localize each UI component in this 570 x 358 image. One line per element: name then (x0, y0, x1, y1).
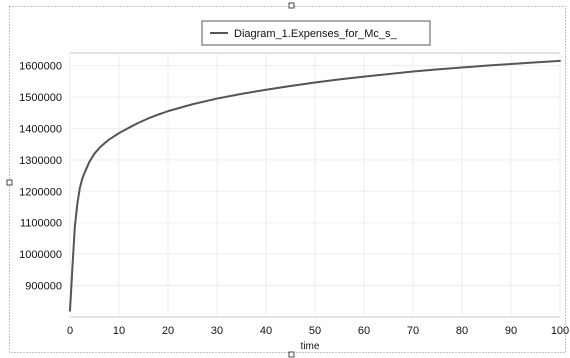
series-layer (69, 59, 561, 312)
legend-box (201, 20, 431, 46)
y-axis-ticks: 900000 1000000 1100000 1200000 1300000 140000… (19, 61, 62, 293)
y-tick-label: 1500000 (19, 92, 62, 104)
grid-lines (69, 53, 561, 317)
y-tick-label: 1200000 (19, 186, 62, 198)
y-tick-label: 900000 (25, 281, 62, 293)
legend[interactable]: Diagram_1.Expenses_for_Mc_s_ (201, 20, 431, 46)
x-tick-label: 60 (358, 325, 370, 337)
x-tick-label: 10 (113, 325, 125, 337)
x-tick-label: 20 (162, 325, 174, 337)
x-tick-label: 90 (505, 325, 517, 337)
x-axis-ticks: 0 10 20 30 40 50 60 70 80 90 100 (67, 325, 569, 337)
x-tick-label: 70 (407, 325, 419, 337)
x-tick-label: 50 (309, 325, 321, 337)
x-tick-label: 40 (260, 325, 272, 337)
legend-label: Diagram_1.Expenses_for_Mc_s_ (234, 28, 398, 40)
x-axis-title: time (301, 341, 320, 352)
x-tick-label: 100 (551, 325, 569, 337)
y-tick-label: 1100000 (20, 218, 62, 230)
x-tick-label: 30 (211, 325, 223, 337)
resize-handle-top[interactable] (288, 2, 295, 9)
series-line-0 (69, 59, 561, 312)
resize-handle-bottom[interactable] (288, 351, 295, 358)
x-tick-label: 80 (456, 325, 468, 337)
y-tick-label: 1400000 (19, 123, 62, 135)
resize-handle-left[interactable] (6, 179, 13, 186)
y-tick-label: 1000000 (19, 249, 62, 261)
selection-border (9, 6, 566, 353)
y-tick-label: 1600000 (19, 61, 62, 73)
y-tick-label: 1300000 (19, 155, 62, 167)
x-tick-label: 0 (67, 325, 73, 337)
